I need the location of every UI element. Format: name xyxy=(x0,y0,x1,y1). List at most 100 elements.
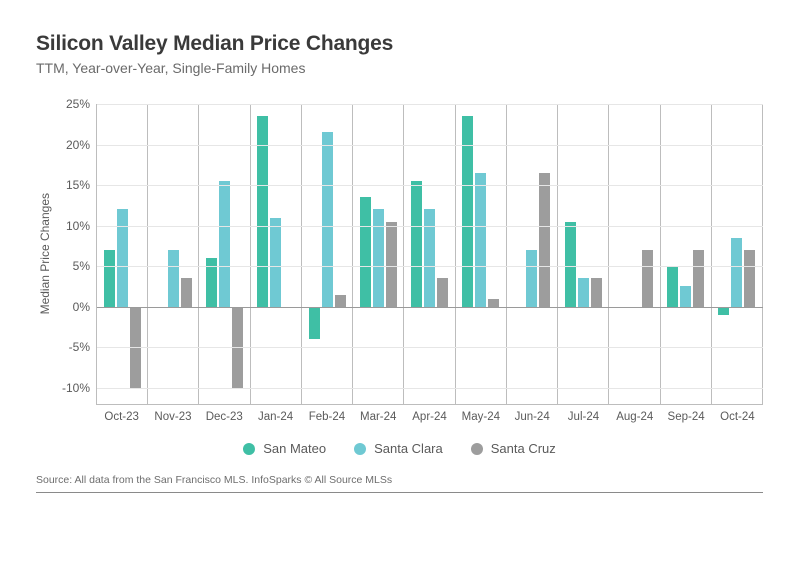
bar-slot xyxy=(270,104,281,404)
bar-slot xyxy=(232,104,243,404)
bar-slot xyxy=(283,104,294,404)
category-group xyxy=(661,104,712,404)
legend-item: Santa Cruz xyxy=(471,441,556,456)
bar xyxy=(578,278,589,306)
bar-slot xyxy=(104,104,115,404)
y-axis-ticks: -10%-5%0%5%10%15%20%25% xyxy=(52,104,96,404)
legend-item: Santa Clara xyxy=(354,441,443,456)
grid-line xyxy=(97,347,763,348)
bar xyxy=(104,250,115,307)
bar-slot xyxy=(578,104,589,404)
bar xyxy=(526,250,537,307)
category-group xyxy=(353,104,404,404)
bar-slot xyxy=(693,104,704,404)
y-axis-title: Median Price Changes xyxy=(36,193,52,314)
bar-slot xyxy=(206,104,217,404)
bar-slot xyxy=(168,104,179,404)
grid-line xyxy=(97,388,763,389)
bar-slot xyxy=(475,104,486,404)
grid-line xyxy=(97,185,763,186)
plot-area xyxy=(96,104,763,404)
bar xyxy=(437,278,448,306)
x-tick-label: Feb-24 xyxy=(301,405,352,423)
bar xyxy=(335,295,346,307)
bar-slot xyxy=(488,104,499,404)
bar-slot xyxy=(117,104,128,404)
bar-slot xyxy=(526,104,537,404)
category-group xyxy=(507,104,558,404)
legend-swatch xyxy=(354,443,366,455)
x-tick-label: Mar-24 xyxy=(353,405,404,423)
bar-slot xyxy=(565,104,576,404)
bar-slot xyxy=(539,104,550,404)
bar-slot xyxy=(462,104,473,404)
category-group xyxy=(609,104,660,404)
bar-slot xyxy=(616,104,627,404)
bar xyxy=(680,286,691,306)
bar xyxy=(731,238,742,307)
bar xyxy=(117,209,128,306)
legend-label: Santa Cruz xyxy=(491,441,556,456)
x-tick-label: Jun-24 xyxy=(507,405,558,423)
y-tick-label: 10% xyxy=(66,219,90,233)
y-tick-label: 0% xyxy=(73,300,90,314)
legend-swatch xyxy=(243,443,255,455)
x-tick-label: Aug-24 xyxy=(609,405,660,423)
bar-slot xyxy=(322,104,333,404)
bar-slot xyxy=(373,104,384,404)
bar-slot xyxy=(744,104,755,404)
chart-title: Silicon Valley Median Price Changes xyxy=(36,32,763,56)
x-tick-label: Sep-24 xyxy=(660,405,711,423)
bar-slot xyxy=(513,104,524,404)
grid-line xyxy=(97,145,763,146)
bar xyxy=(360,197,371,306)
legend-label: Santa Clara xyxy=(374,441,443,456)
x-tick-label: Apr-24 xyxy=(404,405,455,423)
chart-subtitle: TTM, Year-over-Year, Single-Family Homes xyxy=(36,60,763,76)
x-tick-label: Jan-24 xyxy=(250,405,301,423)
bar-slot xyxy=(411,104,422,404)
bar xyxy=(591,278,602,306)
bar xyxy=(181,278,192,306)
bar-slot xyxy=(130,104,141,404)
bar xyxy=(386,222,397,307)
bar-slot xyxy=(335,104,346,404)
bar xyxy=(475,173,486,307)
y-tick-label: 5% xyxy=(73,259,90,273)
y-tick-label: 25% xyxy=(66,97,90,111)
category-group xyxy=(199,104,250,404)
bar-slot xyxy=(629,104,640,404)
bar-slot xyxy=(731,104,742,404)
x-tick-label: Dec-23 xyxy=(199,405,250,423)
x-tick-label: Oct-24 xyxy=(712,405,763,423)
category-group xyxy=(404,104,455,404)
y-tick-label: 15% xyxy=(66,178,90,192)
bar-slot xyxy=(642,104,653,404)
bar-slot xyxy=(718,104,729,404)
grid-line xyxy=(97,104,763,105)
y-tick-label: -5% xyxy=(69,340,90,354)
bar xyxy=(373,209,384,306)
category-group xyxy=(712,104,763,404)
bar-slot xyxy=(386,104,397,404)
y-tick-label: -10% xyxy=(62,381,90,395)
grid-line xyxy=(97,226,763,227)
bar xyxy=(539,173,550,307)
legend-label: San Mateo xyxy=(263,441,326,456)
bar xyxy=(168,250,179,307)
bar xyxy=(424,209,435,306)
x-tick-label: Nov-23 xyxy=(147,405,198,423)
zero-line xyxy=(97,307,763,308)
bar xyxy=(718,307,729,315)
category-group xyxy=(251,104,302,404)
bar-slot xyxy=(309,104,320,404)
legend-item: San Mateo xyxy=(243,441,326,456)
bar xyxy=(322,132,333,306)
category-group xyxy=(302,104,353,404)
category-group xyxy=(148,104,199,404)
bar xyxy=(309,307,320,339)
bar-slot xyxy=(155,104,166,404)
bar-slot xyxy=(437,104,448,404)
source-text: Source: All data from the San Francisco … xyxy=(36,474,763,493)
chart-frame: Silicon Valley Median Price Changes TTM,… xyxy=(0,0,799,575)
